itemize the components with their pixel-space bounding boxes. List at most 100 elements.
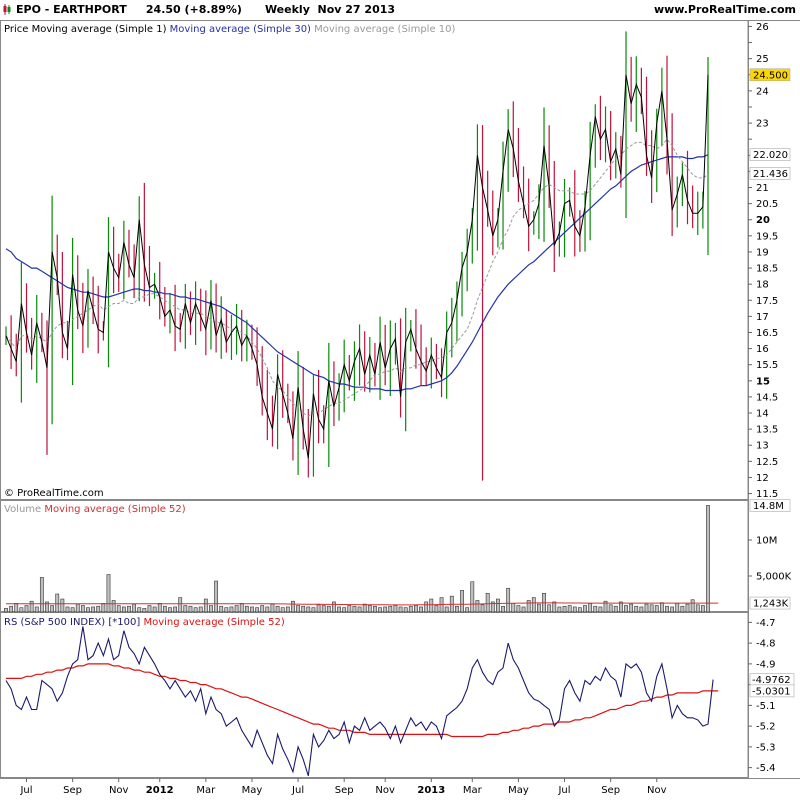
volume-last-label: 14.8M — [753, 501, 784, 512]
price-tick-label: 11.5 — [756, 489, 778, 500]
rs-tick-label: -4.8 — [756, 639, 776, 650]
volume-legend: Volume Moving average (Simple 52) — [4, 504, 186, 515]
volume-bar — [695, 604, 700, 613]
x-tick-label: May — [508, 785, 529, 796]
volume-bar — [157, 603, 162, 613]
price-tick-label: 13.5 — [756, 425, 778, 436]
volume-bar — [265, 606, 270, 613]
volume-bar — [629, 603, 634, 613]
volume-bar — [347, 605, 352, 613]
volume-bar — [700, 605, 705, 613]
volume-bar — [142, 608, 147, 613]
volume-bar — [567, 605, 572, 613]
volume-bar — [690, 599, 695, 613]
volume-bar — [352, 605, 357, 613]
x-tick-label: Jul — [557, 785, 570, 796]
volume-bar — [475, 600, 480, 613]
volume-bar — [485, 592, 490, 613]
price-tick-label: 12 — [756, 473, 769, 484]
price-last-label: 22.020 — [753, 150, 788, 161]
volume-bar — [685, 603, 690, 613]
x-tick-label: Mar — [196, 785, 216, 796]
price-tick-label: 18.5 — [756, 264, 778, 275]
rs-ma-line — [6, 663, 719, 738]
volume-bar — [403, 607, 408, 613]
x-tick-label: Jul — [19, 785, 32, 796]
panel-frame — [0, 612, 749, 778]
volume-bar — [414, 605, 418, 613]
price-tick-label: 14.5 — [756, 392, 778, 403]
volume-bar — [562, 605, 567, 613]
volume-bar — [398, 606, 403, 613]
volume-bar — [316, 604, 321, 613]
price-tick-label: 15.5 — [756, 360, 778, 371]
volume-bar — [244, 605, 249, 613]
volume-bar — [19, 607, 24, 613]
volume-bar — [490, 601, 495, 613]
volume-bar — [50, 605, 55, 613]
volume-bar — [455, 605, 459, 613]
rs-last-label: -4.9762 — [752, 675, 791, 686]
volume-bar — [137, 607, 142, 613]
volume-bar — [224, 607, 229, 613]
volume-bar — [613, 605, 618, 613]
volume-bar — [603, 600, 608, 613]
volume-bar — [634, 605, 639, 613]
volume-bar — [229, 606, 234, 613]
volume-bar — [188, 605, 193, 613]
volume-bar — [91, 606, 96, 613]
volume-bar — [121, 606, 126, 613]
legend-entry: Moving average (Simple 10) — [311, 24, 456, 35]
volume-bar — [557, 606, 562, 613]
volume-bar — [219, 605, 224, 613]
x-tick-label: Mar — [463, 785, 483, 796]
volume-bar — [337, 606, 341, 613]
price-tick-label: 17 — [756, 312, 769, 323]
x-tick-label: Sep — [335, 785, 354, 796]
x-tick-label: Nov — [647, 785, 667, 796]
volume-bar — [4, 608, 8, 613]
volume-bar — [593, 605, 598, 613]
volume-bar — [649, 604, 654, 613]
volume-bar — [665, 605, 669, 613]
price-legend: Price Moving average (Simple 1) Moving a… — [4, 24, 456, 35]
x-tick-label: May — [242, 785, 263, 796]
rs-tick-label: -5.1 — [756, 701, 776, 712]
rs-legend: RS (S&P 500 INDEX) [*100] Moving average… — [4, 617, 285, 628]
price-tick-label: 12.5 — [756, 457, 778, 468]
volume-bar — [680, 605, 685, 613]
legend-entry: Volume — [4, 504, 41, 515]
volume-bar — [531, 597, 536, 613]
volume-tick-label: 5,000K — [756, 572, 792, 583]
x-tick-label: Nov — [109, 785, 129, 796]
price-line — [5, 74, 709, 459]
volume-bar — [203, 598, 208, 613]
volume-bar — [424, 601, 429, 613]
volume-bar — [183, 605, 188, 613]
volume-bar — [552, 601, 557, 613]
volume-bar — [511, 603, 516, 613]
volume-bar — [537, 603, 541, 613]
price-tick-label: 20 — [756, 215, 770, 226]
volume-bar — [209, 605, 213, 613]
volume-bar — [260, 605, 265, 613]
volume-bar — [618, 601, 623, 613]
volume-bar — [393, 605, 398, 613]
volume-last-box — [749, 596, 791, 610]
volume-bar — [239, 603, 244, 613]
price-tick-label: 21 — [756, 183, 769, 194]
volume-bar — [14, 603, 19, 613]
volume-bar — [270, 603, 275, 613]
volume-bar — [193, 607, 198, 613]
volume-bar — [547, 604, 552, 613]
volume-bar — [526, 600, 531, 613]
volume-bar — [75, 603, 80, 613]
volume-bar — [373, 605, 377, 613]
volume-bar — [460, 590, 464, 613]
volume-bar — [250, 606, 254, 613]
x-tick-label: Sep — [601, 785, 620, 796]
rs-last-box — [749, 684, 795, 698]
symbol-title: EPO - EARTHPORT 24.50 (+8.89%) Weekly No… — [16, 3, 396, 16]
